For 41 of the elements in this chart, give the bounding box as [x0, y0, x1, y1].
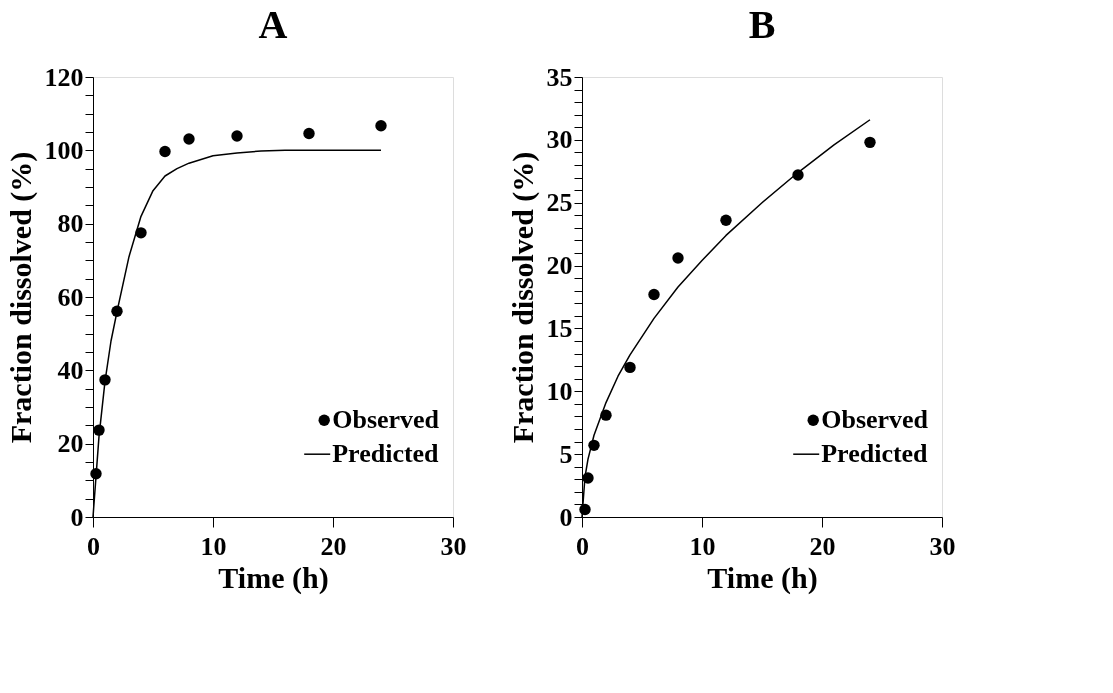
x-axis-title: Time (h) — [218, 560, 329, 595]
chart-title: B — [748, 2, 776, 47]
y-tick-label: 30 — [546, 125, 573, 155]
y-tick-label: 60 — [57, 282, 84, 312]
x-tick-label: 30 — [929, 531, 956, 561]
x-tick-label: 20 — [809, 531, 836, 561]
legend-label: Observed — [821, 405, 929, 435]
y-tick-label: 20 — [546, 251, 573, 281]
y-tick-label: 100 — [44, 135, 84, 165]
y-tick-label: 40 — [57, 355, 84, 385]
point — [624, 361, 636, 374]
point — [159, 145, 171, 158]
y-tick-label: 5 — [559, 439, 573, 469]
y-tick-label: 0 — [70, 502, 84, 532]
legend-label: Predicted — [332, 439, 440, 469]
y-tick-label: 15 — [546, 313, 573, 343]
y-tick-label: 10 — [546, 376, 573, 406]
y-axis-title: Fraction dissolved (%) — [3, 151, 38, 444]
y-tick-label: 0 — [559, 502, 573, 532]
point — [183, 133, 195, 145]
legend-label: Observed — [332, 405, 440, 435]
x-axis-title: Time (h) — [707, 560, 818, 595]
x-tick-label: 10 — [689, 531, 716, 561]
y-tick-label: 120 — [44, 62, 84, 92]
x-tick-label: 20 — [320, 531, 347, 561]
x-tick-label: 10 — [200, 531, 227, 561]
point — [864, 136, 876, 149]
y-tick-label: 25 — [546, 188, 573, 218]
point — [720, 214, 732, 226]
point — [672, 252, 684, 264]
point — [648, 288, 660, 301]
point — [303, 127, 315, 140]
point — [375, 120, 387, 132]
y-tick-label: 80 — [57, 209, 84, 239]
legend-label: Predicted — [821, 439, 929, 469]
y-tick-label: 35 — [546, 62, 573, 92]
chart-title: A — [258, 2, 288, 47]
point — [231, 130, 243, 142]
y-tick-label: 20 — [57, 429, 84, 459]
x-tick-label: 30 — [440, 531, 467, 561]
y-axis-title: Fraction dissolved (%) — [505, 151, 540, 444]
